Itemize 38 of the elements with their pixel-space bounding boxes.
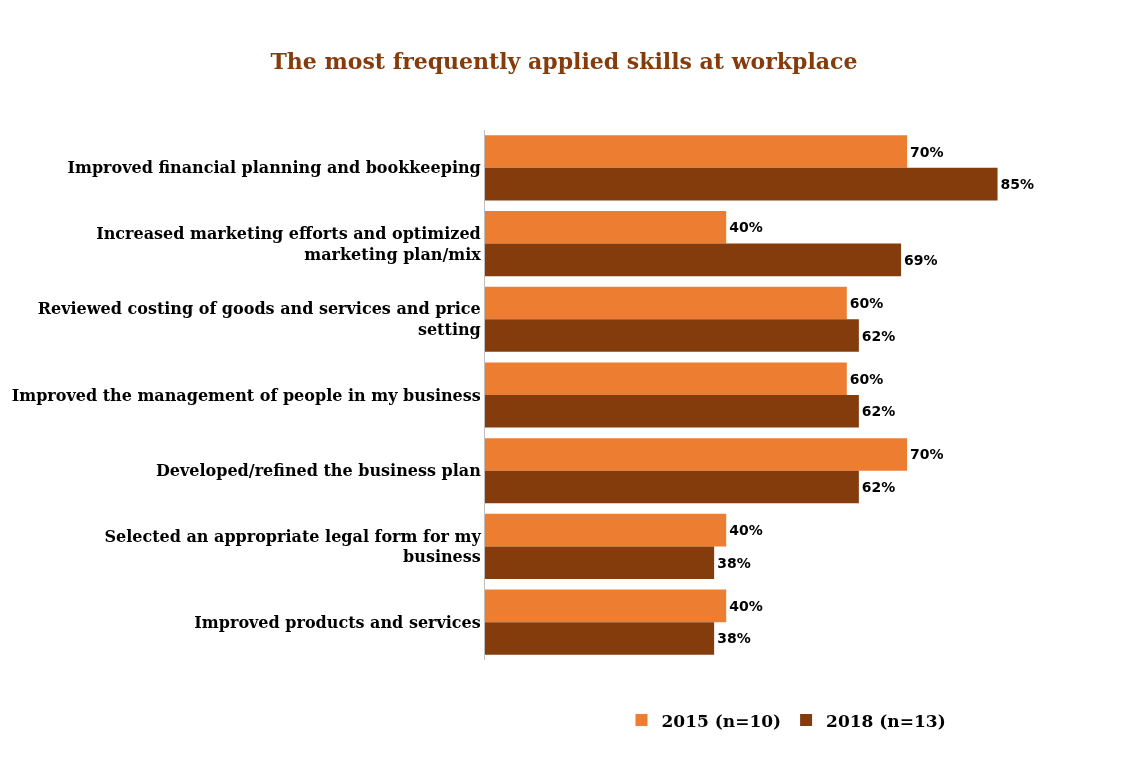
legend-label: 2018 (n=13) xyxy=(826,710,946,731)
bar xyxy=(485,513,727,547)
data-label: 40% xyxy=(729,597,763,614)
bar xyxy=(485,395,859,428)
y-tick-label: Improved financial planning and bookkeeping xyxy=(67,158,481,178)
bar xyxy=(485,470,859,504)
data-label: 40% xyxy=(729,522,763,539)
bar xyxy=(485,135,908,168)
y-tick-label: Improved the management of people in my business xyxy=(11,385,481,405)
y-tick-label: Improved products and services xyxy=(194,612,481,632)
y-tick-label: Developed/refined the business plan xyxy=(155,461,482,481)
data-label: 70% xyxy=(910,446,944,463)
bar xyxy=(485,319,859,352)
data-label: 62% xyxy=(861,478,896,495)
bar xyxy=(485,546,715,579)
y-tick-label: Selected an appropriate legal form for my business xyxy=(104,526,482,567)
data-label: 62% xyxy=(861,327,896,344)
data-label: 38% xyxy=(717,554,751,571)
bar xyxy=(485,589,727,623)
bar xyxy=(485,622,715,655)
data-label: 62% xyxy=(861,403,896,420)
data-label: 69% xyxy=(904,251,938,268)
bar xyxy=(485,167,998,201)
data-label: 40% xyxy=(729,219,763,236)
data-label: 70% xyxy=(910,143,944,160)
y-tick-label: Reviewed costing of goods and services and price setting xyxy=(37,299,481,340)
bar xyxy=(485,243,902,277)
data-label: 85% xyxy=(1000,176,1035,193)
chart-title: The most frequently applied skills at workplace xyxy=(270,48,858,75)
bar xyxy=(485,211,727,244)
legend-label: 2015 (n=10) xyxy=(661,710,782,731)
data-label: 38% xyxy=(717,630,751,647)
y-tick-label: Increased marketing efforts and optimized marketing plan/mix xyxy=(96,223,482,264)
bar xyxy=(485,362,847,395)
bar xyxy=(485,286,847,320)
data-label: 60% xyxy=(849,295,884,312)
bar xyxy=(485,438,908,471)
data-label: 60% xyxy=(849,370,884,387)
